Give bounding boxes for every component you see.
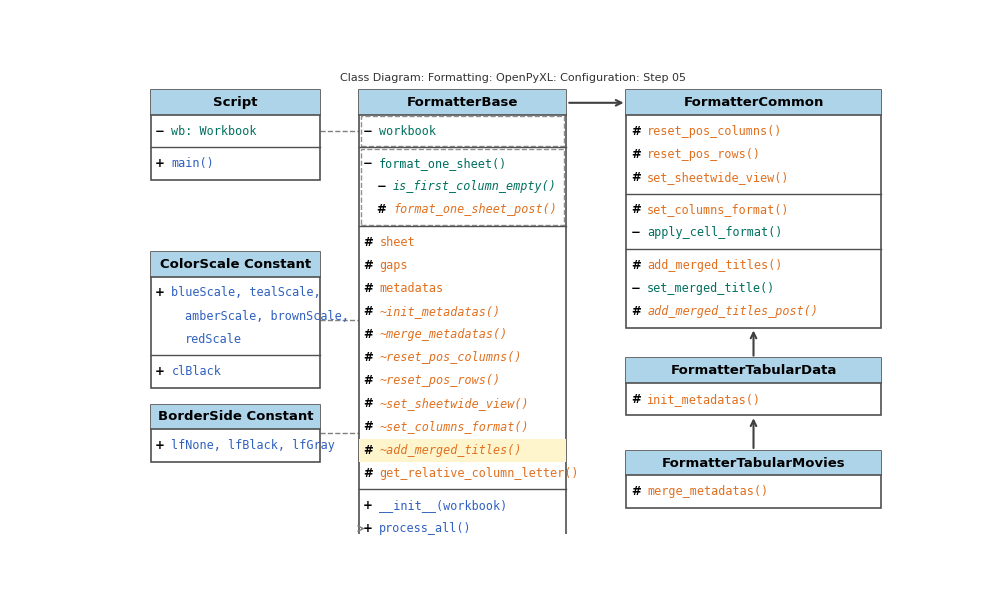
Text: metadatas: metadatas — [379, 282, 443, 295]
Text: +: + — [155, 286, 165, 299]
Text: −: − — [377, 180, 387, 193]
Text: #: # — [631, 259, 641, 272]
Text: process_all(): process_all() — [379, 522, 472, 535]
Text: −: − — [363, 125, 373, 138]
Text: ~reset_pos_columns(): ~reset_pos_columns() — [379, 351, 522, 364]
Text: +: + — [155, 439, 165, 452]
Text: #: # — [377, 203, 386, 217]
Text: add_merged_titles(): add_merged_titles() — [647, 259, 783, 272]
Bar — [626, 358, 881, 415]
Text: amberScale, brownScale,: amberScale, brownScale, — [185, 310, 349, 323]
Text: ColorScale Constant: ColorScale Constant — [160, 258, 311, 271]
Text: redScale: redScale — [185, 332, 242, 346]
Text: __init__(workbook): __init__(workbook) — [379, 499, 508, 512]
Text: add_merged_titles_post(): add_merged_titles_post() — [647, 305, 818, 318]
Text: #: # — [363, 443, 373, 457]
Bar — [358, 91, 566, 115]
Text: +: + — [363, 499, 373, 512]
Text: main(): main() — [171, 157, 214, 170]
Text: ~merge_metadatas(): ~merge_metadatas() — [379, 328, 508, 341]
Text: set_merged_title(): set_merged_title() — [647, 282, 776, 295]
Text: +: + — [155, 365, 165, 378]
Text: merge_metadatas(): merge_metadatas() — [647, 485, 768, 498]
Text: is_first_column_empty(): is_first_column_empty() — [393, 180, 557, 193]
Text: format_one_sheet_post(): format_one_sheet_post() — [393, 203, 557, 217]
Text: FormatterTabularMovies: FormatterTabularMovies — [662, 457, 845, 470]
Bar — [358, 439, 566, 461]
Text: clBlack: clBlack — [171, 365, 221, 378]
Text: Script: Script — [213, 96, 258, 109]
Text: #: # — [631, 171, 641, 184]
Text: FormatterTabularData: FormatterTabularData — [670, 364, 837, 377]
Text: −: − — [363, 157, 373, 170]
Text: wb: Workbook: wb: Workbook — [171, 125, 257, 138]
Bar — [626, 451, 881, 475]
Text: #: # — [631, 305, 641, 318]
Text: −: − — [631, 226, 641, 239]
Text: set_sheetwide_view(): set_sheetwide_view() — [647, 171, 790, 184]
Text: Class Diagram: Formatting: OpenPyXL: Configuration: Step 05: Class Diagram: Formatting: OpenPyXL: Con… — [340, 73, 686, 83]
Text: −: − — [631, 282, 641, 295]
Bar — [626, 358, 881, 383]
Text: blueScale, tealScale,: blueScale, tealScale, — [171, 286, 321, 299]
Text: #: # — [631, 393, 641, 406]
Text: ~set_sheetwide_view(): ~set_sheetwide_view() — [379, 397, 529, 410]
Bar — [358, 91, 566, 545]
Text: FormatterCommon: FormatterCommon — [683, 96, 824, 109]
Text: ~add_merged_titles(): ~add_merged_titles() — [379, 443, 522, 457]
Text: init_metadatas(): init_metadatas() — [647, 393, 761, 406]
Text: #: # — [363, 397, 373, 410]
Text: #: # — [363, 351, 373, 364]
Bar — [361, 149, 564, 225]
Text: reset_pos_rows(): reset_pos_rows() — [647, 148, 761, 161]
Text: +: + — [155, 157, 165, 170]
Text: lfNone, lfBlack, lfGray: lfNone, lfBlack, lfGray — [171, 439, 335, 452]
Text: #: # — [363, 467, 373, 479]
Text: BorderSide Constant: BorderSide Constant — [158, 410, 313, 424]
Text: reset_pos_columns(): reset_pos_columns() — [647, 125, 783, 138]
Bar — [151, 404, 320, 429]
Text: #: # — [363, 259, 373, 272]
Text: get_relative_column_letter(): get_relative_column_letter() — [379, 467, 579, 479]
Text: gaps: gaps — [379, 259, 408, 272]
Bar — [626, 91, 881, 115]
Text: format_one_sheet(): format_one_sheet() — [379, 157, 508, 170]
Text: ~init_metadatas(): ~init_metadatas() — [379, 305, 500, 318]
Text: ~reset_pos_rows(): ~reset_pos_rows() — [379, 374, 500, 387]
Bar — [361, 116, 564, 146]
Text: #: # — [631, 203, 641, 217]
Text: #: # — [631, 125, 641, 138]
Text: sheet: sheet — [379, 236, 415, 248]
Text: #: # — [631, 148, 641, 161]
Text: ~set_columns_format(): ~set_columns_format() — [379, 421, 529, 433]
Text: #: # — [363, 374, 373, 387]
Bar — [151, 91, 320, 115]
Text: −: − — [155, 125, 165, 138]
Bar — [151, 404, 320, 461]
Text: FormatterBase: FormatterBase — [407, 96, 518, 109]
Text: +: + — [363, 522, 373, 535]
Text: #: # — [363, 421, 373, 433]
Bar — [626, 451, 881, 508]
Text: #: # — [363, 282, 373, 295]
Bar — [151, 91, 320, 180]
Text: workbook: workbook — [379, 125, 436, 138]
Bar — [626, 91, 881, 328]
Text: set_columns_format(): set_columns_format() — [647, 203, 790, 217]
Bar — [151, 252, 320, 388]
Text: #: # — [363, 236, 373, 248]
Bar — [151, 252, 320, 277]
Text: #: # — [631, 485, 641, 498]
Text: #: # — [363, 305, 373, 318]
Text: #: # — [363, 328, 373, 341]
Text: apply_cell_format(): apply_cell_format() — [647, 226, 783, 239]
